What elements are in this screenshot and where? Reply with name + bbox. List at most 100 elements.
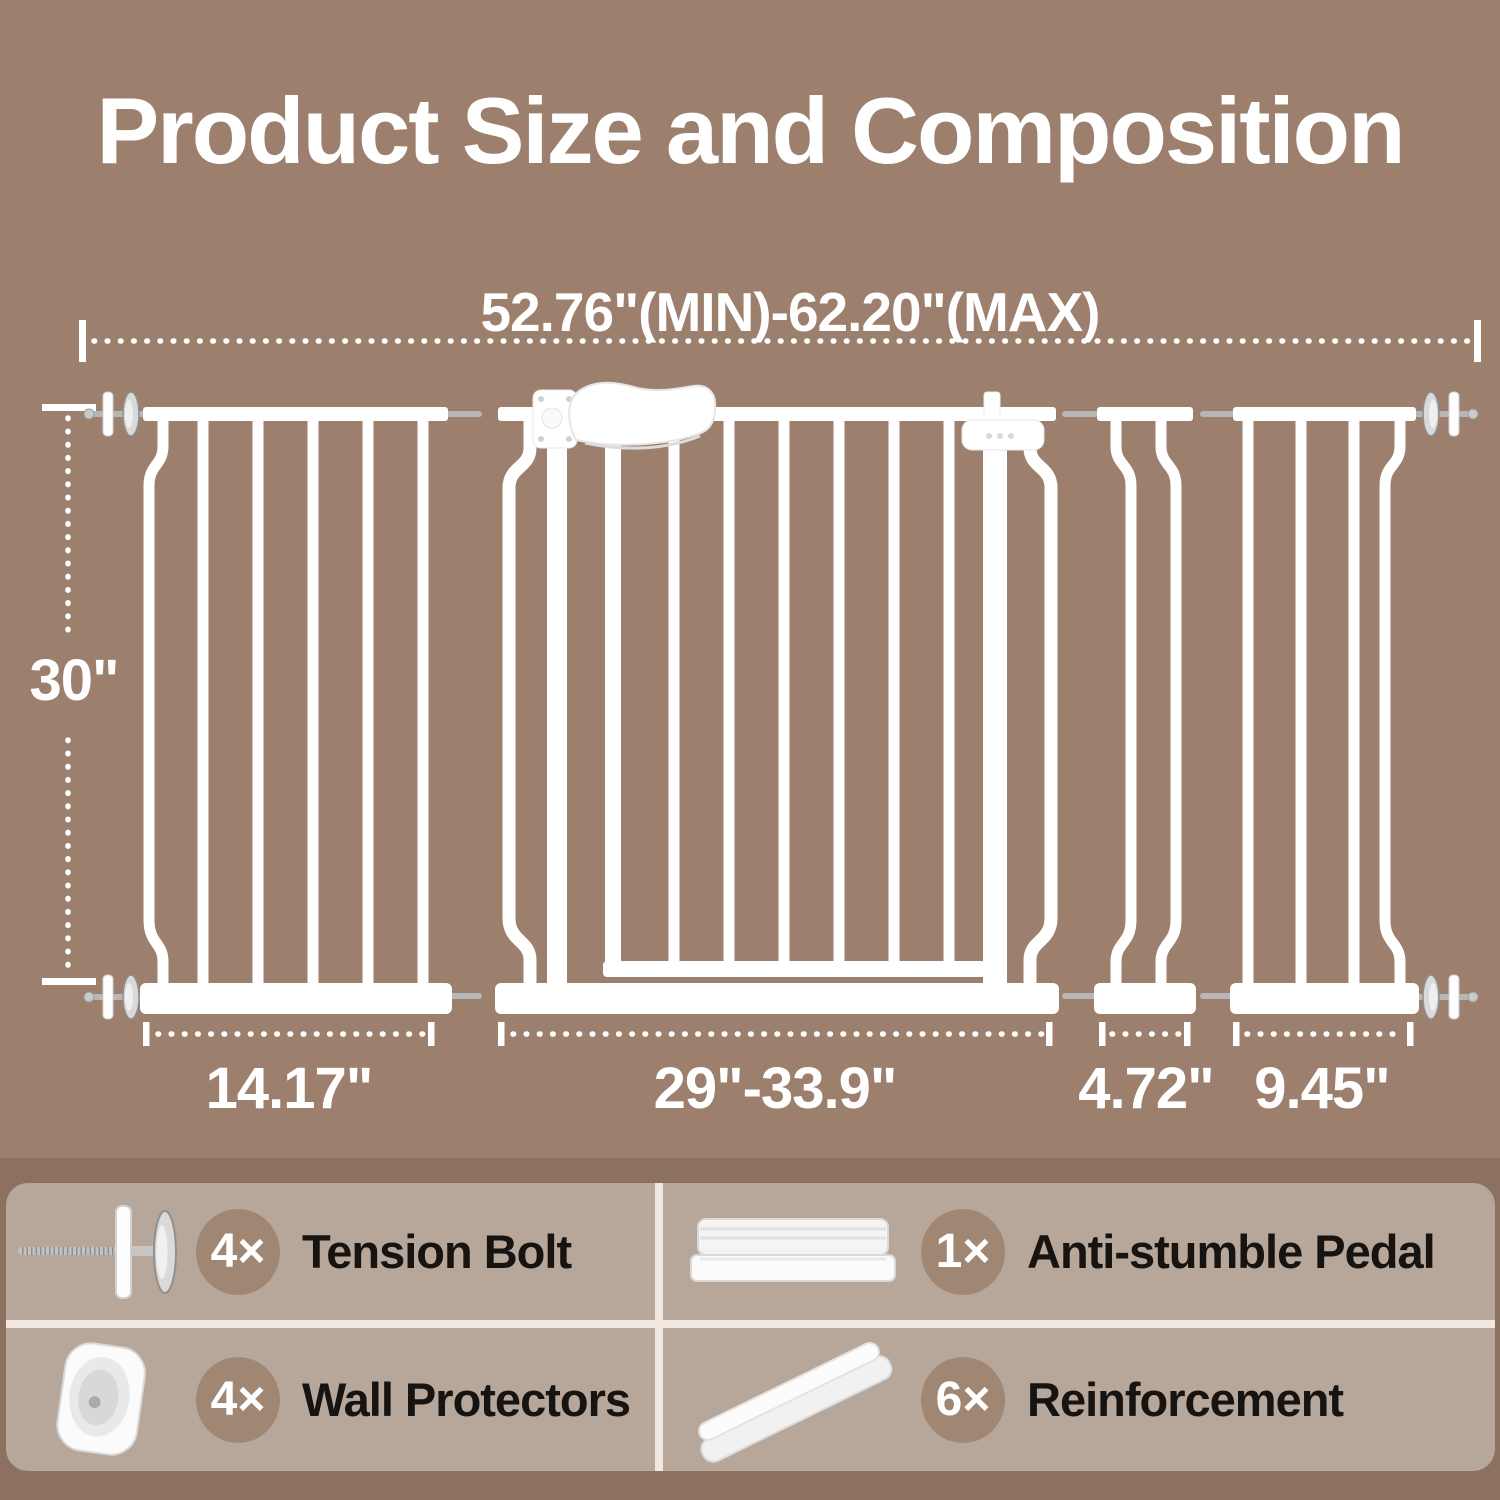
- bottom-rail: [1230, 983, 1419, 1014]
- panel-width-label-1: 14.17": [206, 1056, 373, 1121]
- count-badge: 4×: [196, 1208, 280, 1295]
- hinge-block: [532, 389, 578, 449]
- dim-tick: [428, 1022, 435, 1046]
- panel-width-label-3: 4.72": [1078, 1056, 1213, 1121]
- extension-panel-4in: [1094, 407, 1196, 1014]
- connector-pin: [446, 993, 482, 999]
- latch-dot: [997, 433, 1003, 439]
- hinge-screw: [566, 436, 572, 442]
- bolt-plate: [102, 974, 114, 1020]
- latch-post: [983, 445, 1007, 1000]
- bolt-plate: [102, 391, 114, 437]
- size-diagram: 52.76"(MIN)-62.20"(MAX) 30": [29, 281, 1481, 1121]
- bolt-head: [83, 408, 95, 420]
- part-name: Reinforcement: [1027, 1373, 1344, 1426]
- top-rail: [1097, 407, 1193, 421]
- dim-tick: [143, 1022, 150, 1046]
- wall-protector-icon: [6, 1337, 196, 1463]
- s-curved-bar: [1110, 410, 1137, 1000]
- bottom-rail: [140, 983, 452, 1014]
- part-row-anti-stumble-pedal: 1× Anti-stumble Pedal: [663, 1183, 1495, 1320]
- dim-tick: [1407, 1022, 1414, 1046]
- top-rail: [1233, 407, 1416, 421]
- bolt-plate: [1448, 391, 1460, 437]
- count-badge: 4×: [196, 1356, 280, 1443]
- s-curved-frame-post-left: [502, 410, 537, 1000]
- dim-tick: [1184, 1022, 1191, 1046]
- extension-panel-14in: [140, 407, 452, 1014]
- part-row-tension-bolt: 4× Tension Bolt: [6, 1183, 655, 1320]
- dim-tick-bottom: [42, 978, 96, 985]
- hinge-screw: [538, 436, 544, 442]
- hinge-post: [547, 440, 567, 1000]
- page-title: Product Size and Composition: [96, 78, 1405, 183]
- connector-pin: [1200, 411, 1236, 417]
- dim-tick: [1099, 1022, 1106, 1046]
- s-curved-bar: [1379, 410, 1406, 1000]
- part-row-wall-protectors: 4× Wall Protectors: [6, 1328, 655, 1471]
- latch-block: [961, 391, 1045, 451]
- connector-pin: [446, 411, 482, 417]
- tension-bolt-bottom-right: [1414, 974, 1479, 1020]
- overall-width-label: 52.76"(MIN)-62.20"(MAX): [480, 281, 1099, 343]
- connector-pins: [446, 411, 1236, 999]
- part-name: Anti-stumble Pedal: [1027, 1225, 1436, 1278]
- handle-grip: [568, 381, 717, 446]
- part-name: Wall Protectors: [302, 1373, 631, 1426]
- bottom-rail: [1094, 983, 1196, 1014]
- dim-tick-left: [79, 320, 86, 362]
- handle-shadow: [584, 434, 701, 450]
- s-curved-frame-post-right: [1023, 410, 1058, 1000]
- panel-width-label-2: 29"-33.9": [654, 1056, 897, 1121]
- count-badge: 1×: [921, 1208, 1005, 1295]
- bolt-disc-inner: [125, 983, 133, 1011]
- latch-body: [961, 419, 1045, 451]
- connector-pin: [1200, 993, 1236, 999]
- count-badge: 6×: [921, 1356, 1005, 1443]
- height-dimension: 30": [29, 404, 120, 985]
- bolt-head: [1467, 991, 1479, 1003]
- extension-panel-9in: [1230, 407, 1419, 1014]
- bolt-plate: [1448, 974, 1460, 1020]
- dim-tick-right: [1474, 320, 1481, 362]
- bottom-rail: [495, 983, 1059, 1014]
- overall-width-dimension: 52.76"(MIN)-62.20"(MAX): [79, 281, 1481, 362]
- panel-width-dimensions: 14.17" 29"-33.9" 4.72" 9.45": [143, 1022, 1414, 1121]
- gate-handle: [568, 381, 717, 450]
- tension-bolt-top-right: [1414, 391, 1479, 437]
- latch-tab: [983, 391, 1001, 425]
- door-stile: [605, 415, 621, 971]
- hinge-boss: [541, 407, 563, 429]
- top-rail: [143, 407, 448, 421]
- anti-stumble-pedal-icon: [663, 1211, 921, 1293]
- panel-width-label-4: 9.45": [1254, 1056, 1389, 1121]
- latch-dot: [986, 433, 992, 439]
- door-bottom-rail: [603, 961, 985, 977]
- bolt-disc-inner: [1429, 983, 1437, 1011]
- tension-bolt-bottom-left: [83, 974, 148, 1020]
- tension-bolt-top-left: [83, 391, 148, 437]
- bolt-head: [1467, 408, 1479, 420]
- tension-bolt-icon: [6, 1196, 196, 1308]
- hinge-screw: [538, 396, 544, 402]
- dim-tick: [1233, 1022, 1240, 1046]
- reinforcement-icon: [663, 1334, 921, 1466]
- part-name: Tension Bolt: [302, 1225, 572, 1278]
- bolt-head: [83, 991, 95, 1003]
- part-row-reinforcement: 6× Reinforcement: [663, 1328, 1495, 1471]
- latch-dot: [1008, 433, 1014, 439]
- connector-pin: [1062, 411, 1098, 417]
- parts-panel: 4× Tension Bolt 4× Wall Protectors: [6, 1183, 1495, 1471]
- main-gate-panel: [495, 381, 1059, 1014]
- dim-tick: [1046, 1022, 1053, 1046]
- bolt-disc-inner: [125, 400, 133, 428]
- dim-tick-top: [42, 404, 96, 411]
- dim-tick: [498, 1022, 505, 1046]
- s-curved-bar: [1155, 410, 1182, 1000]
- card-divider-horizontal: [6, 1320, 1495, 1328]
- bolt-disc-inner: [1429, 400, 1437, 428]
- s-curved-bar: [143, 410, 169, 1000]
- height-label: 30": [29, 648, 118, 713]
- connector-pin: [1062, 993, 1098, 999]
